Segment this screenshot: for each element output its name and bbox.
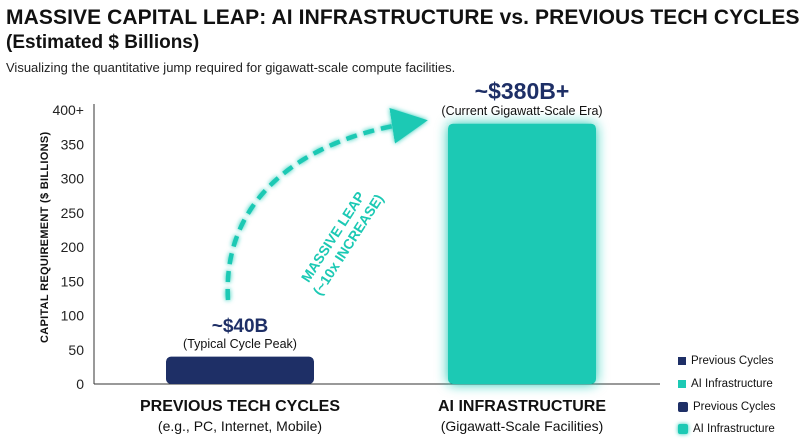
legend-item: AI Infrastructure — [678, 420, 775, 438]
bar-ai-infrastructure — [448, 123, 596, 384]
legend-item: Previous Cycles — [678, 352, 775, 370]
x-category-description-ai: (Gigawatt-Scale Facilities) — [440, 418, 604, 434]
legend-item: AI Infrastructure — [678, 375, 775, 393]
chart-subtitle: Visualizing the quantitative jump requir… — [6, 60, 456, 75]
legend-label: AI Infrastructure — [691, 378, 773, 390]
bar-value-label-ai: ~$380B+ — [474, 78, 570, 104]
y-axis-label: CAPITAL REQUIREMENT ($ BILLIONS) — [39, 131, 51, 343]
legend-swatch-previous — [678, 402, 688, 412]
leap-arrow-label: MASSIVE LEAP (~10x INCREASE) — [295, 182, 386, 298]
x-category-label-ai: AI INFRASTRUCTURE — [438, 398, 606, 415]
y-tick-label: 250 — [61, 205, 85, 221]
y-tick-label: 400+ — [52, 102, 84, 118]
x-category-description-previous: (e.g., PC, Internet, Mobile) — [157, 418, 323, 434]
y-tick-label: 300 — [61, 171, 85, 187]
y-tick-label: 0 — [76, 376, 84, 392]
legend-label: AI Infrastructure — [693, 423, 775, 435]
bars — [166, 123, 596, 384]
y-tick-label: 50 — [68, 342, 84, 358]
chart-legend: Previous Cycles AI Infrastructure Previo… — [678, 352, 775, 442]
legend-swatch-previous — [678, 357, 686, 365]
y-tick-label: 150 — [61, 273, 85, 289]
bar-note-previous: (Typical Cycle Peak) — [183, 337, 297, 351]
bar-value-label-previous: ~$40B — [211, 316, 269, 337]
leap-arrow — [225, 107, 428, 301]
x-category-label-previous: PREVIOUS TECH CYCLES — [139, 398, 341, 415]
chart-title-units: (Estimated $ Billions) — [6, 32, 200, 53]
y-tick-label: 100 — [61, 308, 85, 324]
bar-note-ai: (Current Gigawatt-Scale Era) — [441, 104, 603, 118]
legend-swatch-ai — [678, 424, 688, 434]
legend-label: Previous Cycles — [691, 355, 774, 367]
y-tick-labels: 0 50 100 150 200 250 300 350 400+ — [52, 102, 84, 392]
legend-item: Previous Cycles — [678, 398, 775, 416]
legend-label: Previous Cycles — [693, 401, 776, 413]
bar-previous-tech-cycles — [166, 356, 314, 384]
y-tick-label: 200 — [61, 239, 85, 255]
y-tick-label: 350 — [61, 136, 85, 152]
legend-swatch-ai — [678, 380, 686, 388]
chart-title: MASSIVE CAPITAL LEAP: AI INFRASTRUCTURE … — [6, 6, 800, 29]
